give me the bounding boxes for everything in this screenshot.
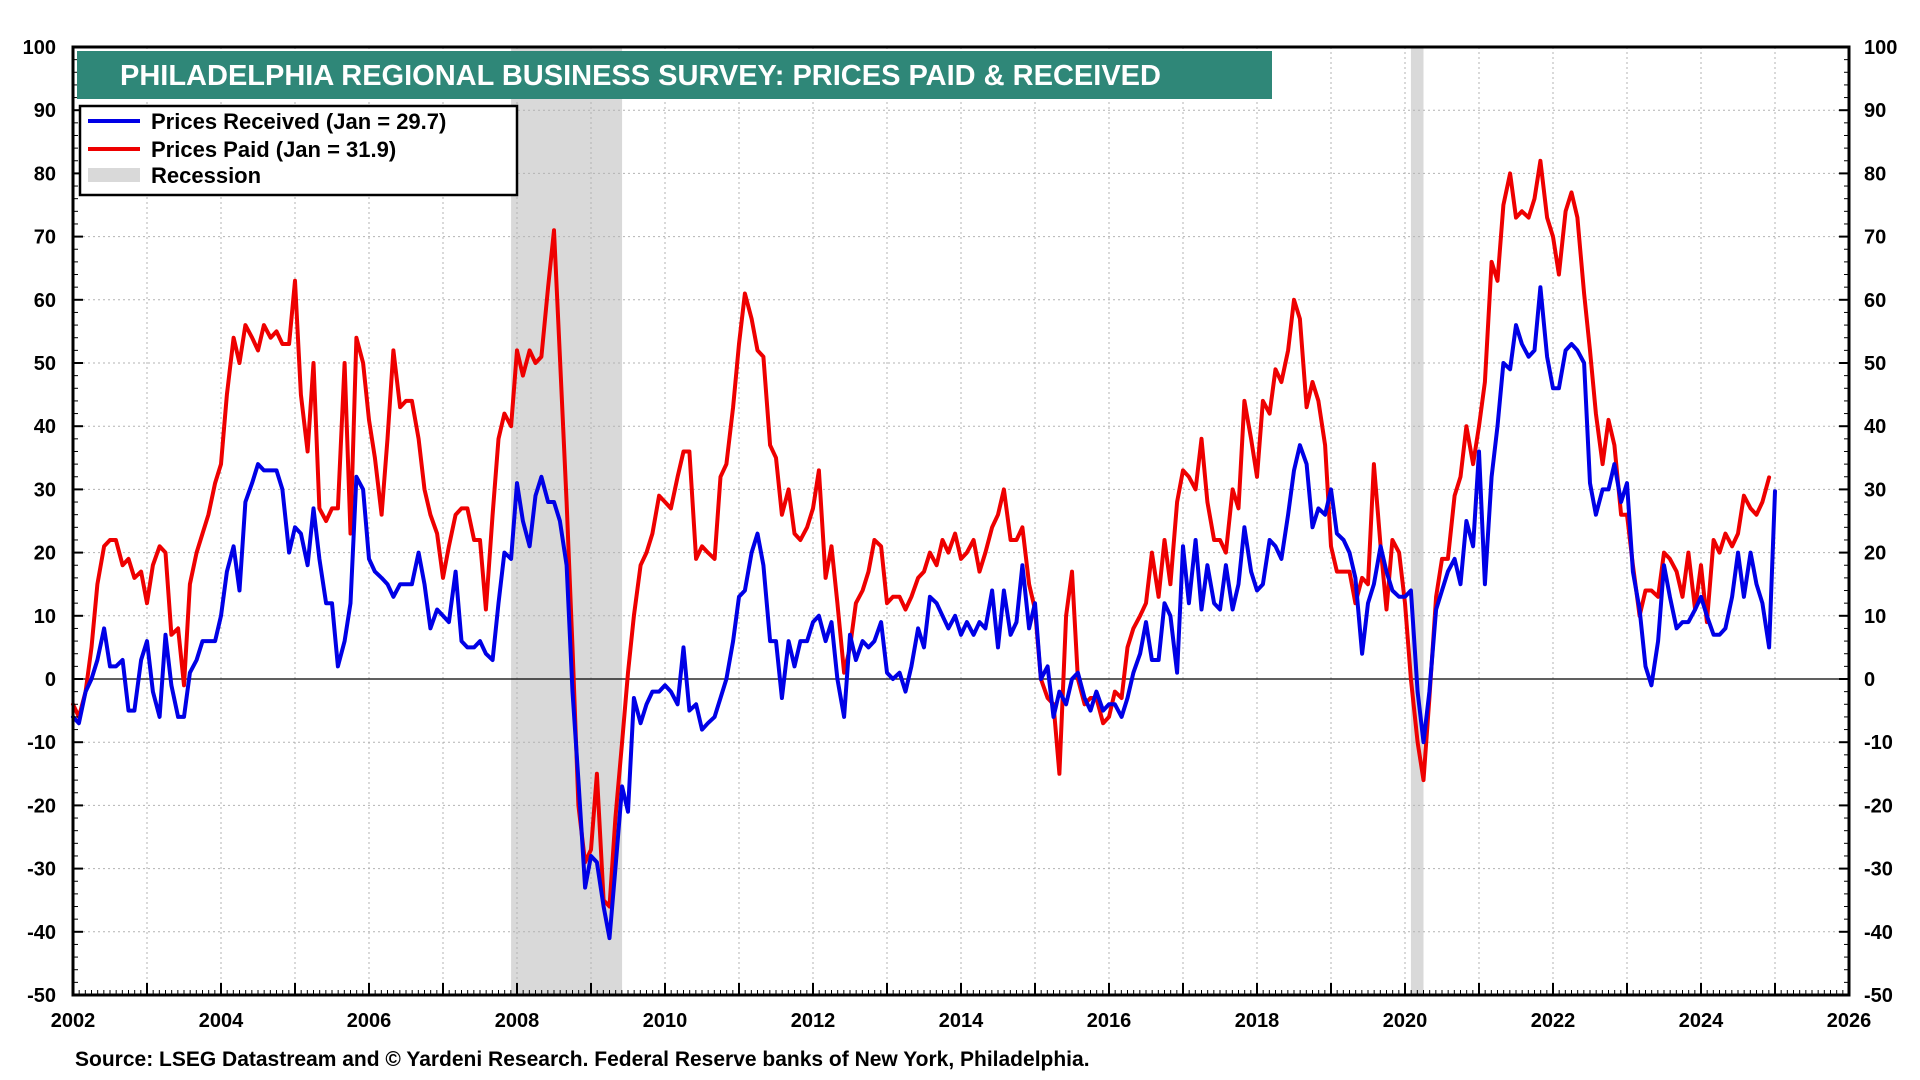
source-note: Source: LSEG Datastream and © Yardeni Re… bbox=[75, 1048, 1090, 1071]
recession-band-1 bbox=[1410, 47, 1424, 995]
x-tick-label: 2012 bbox=[791, 1010, 836, 1032]
x-tick-label: 2024 bbox=[1679, 1010, 1724, 1032]
x-tick-label: 2026 bbox=[1827, 1010, 1872, 1032]
y-tick-label-right: -40 bbox=[1864, 922, 1893, 944]
y-tick-label-left: 0 bbox=[45, 669, 56, 691]
y-tick-label-left: -30 bbox=[27, 859, 56, 881]
x-tick-label: 2020 bbox=[1383, 1010, 1428, 1032]
x-tick-label: 2022 bbox=[1531, 1010, 1576, 1032]
y-tick-label-left: 90 bbox=[34, 100, 56, 122]
y-tick-label-left: -50 bbox=[27, 985, 56, 1007]
y-tick-label-right: -20 bbox=[1864, 795, 1893, 817]
y-tick-label-right: 40 bbox=[1864, 416, 1886, 438]
y-tick-label-left: -10 bbox=[27, 732, 56, 754]
y-tick-label-left: 30 bbox=[34, 479, 56, 501]
y-tick-label-right: 20 bbox=[1864, 543, 1886, 565]
y-tick-label-left: 50 bbox=[34, 353, 56, 375]
x-tick-label: 2006 bbox=[347, 1010, 392, 1032]
legend-box bbox=[78, 104, 519, 197]
x-tick-label: 2018 bbox=[1235, 1010, 1280, 1032]
chart-title: PHILADELPHIA REGIONAL BUSINESS SURVEY: P… bbox=[77, 51, 1272, 99]
y-tick-label-left: 10 bbox=[34, 606, 56, 628]
legend-label-prices-received: Prices Received (Jan = 29.7) bbox=[151, 109, 446, 134]
series-line-prices-received bbox=[71, 285, 1777, 941]
series-line-prices-paid bbox=[71, 158, 1772, 909]
y-tick-label-left: -40 bbox=[27, 922, 56, 944]
legend-label-recession: Recession bbox=[151, 163, 261, 188]
y-tick-label-right: -10 bbox=[1864, 732, 1893, 754]
y-tick-label-left: 60 bbox=[34, 290, 56, 312]
y-tick-label-left: 70 bbox=[34, 227, 56, 249]
y-tick-label-right: 80 bbox=[1864, 163, 1886, 185]
y-tick-label-right: 30 bbox=[1864, 479, 1886, 501]
x-tick-label: 2002 bbox=[51, 1010, 96, 1032]
y-tick-label-right: 10 bbox=[1864, 606, 1886, 628]
x-tick-label: 2010 bbox=[643, 1010, 688, 1032]
legend: Prices Received (Jan = 29.7) Prices Paid… bbox=[78, 104, 519, 197]
y-tick-label-left: 40 bbox=[34, 416, 56, 438]
y-tick-label-right: -30 bbox=[1864, 859, 1893, 881]
y-tick-label-right: 100 bbox=[1864, 37, 1897, 59]
x-tick-label: 2004 bbox=[199, 1010, 244, 1032]
chart-title-banner bbox=[77, 51, 1272, 99]
y-tick-label-left: -20 bbox=[27, 795, 56, 817]
y-tick-label-right: -50 bbox=[1864, 985, 1893, 1007]
x-tick-label: 2008 bbox=[495, 1010, 540, 1032]
legend-label-prices-paid: Prices Paid (Jan = 31.9) bbox=[151, 137, 396, 162]
y-tick-label-right: 70 bbox=[1864, 227, 1886, 249]
axes: 2002 2004 2006 2008 2010 2012 2014 2016 2018 2020… bbox=[23, 37, 1898, 1032]
y-tick-label-left: 20 bbox=[34, 543, 56, 565]
legend-swatch-recession bbox=[88, 168, 140, 182]
y-tick-label-right: 90 bbox=[1864, 100, 1886, 122]
y-tick-label-left: 100 bbox=[23, 37, 56, 59]
chart-title-text: PHILADELPHIA REGIONAL BUSINESS SURVEY: P… bbox=[120, 60, 1161, 92]
y-tick-label-right: 60 bbox=[1864, 290, 1886, 312]
x-tick-label: 2016 bbox=[1087, 1010, 1132, 1032]
x-tick-label: 2014 bbox=[939, 1010, 984, 1032]
y-tick-label-right: 0 bbox=[1864, 669, 1875, 691]
y-tick-label-left: 80 bbox=[34, 163, 56, 185]
series-lines bbox=[71, 158, 1777, 941]
y-tick-label-right: 50 bbox=[1864, 353, 1886, 375]
